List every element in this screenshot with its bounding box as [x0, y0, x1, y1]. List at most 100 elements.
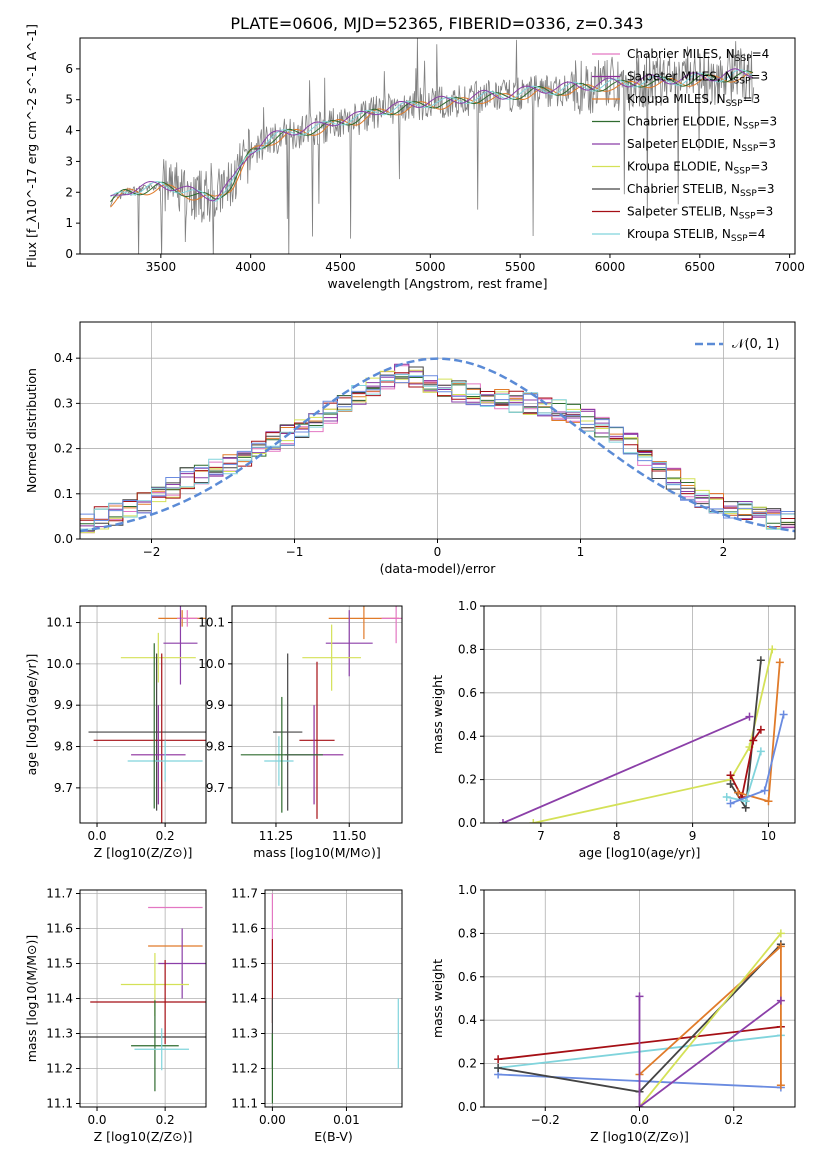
x-axis-label: Z [log10(Z/Z⊙)] — [590, 1129, 689, 1144]
weight-marker — [498, 819, 507, 823]
legend-label: Kroupa STELIB, NSSP=4 — [627, 227, 765, 244]
x-tick-label: 0.2 — [724, 1113, 743, 1127]
y-tick-label: 0.4 — [54, 351, 73, 365]
panel-massweight_vs_Z: −0.2 0.0 0.2 0.0 0.2 0.4 0.6 0.8 1.0 Z [log10(Z/Z… — [430, 883, 796, 1144]
x-axis-label: Z [log10(Z/Z⊙)] — [94, 845, 193, 860]
y-tick-label: 4 — [65, 124, 73, 138]
x-tick-label: 11.25 — [259, 829, 293, 843]
y-tick-label: 0.0 — [54, 532, 73, 546]
x-tick-label: 0.0 — [630, 1113, 649, 1127]
y-tick-label: 11.3 — [46, 1027, 73, 1041]
y-tick-label: 9.8 — [54, 740, 73, 754]
weight-marker — [529, 819, 538, 823]
x-tick-label: 11.50 — [332, 829, 366, 843]
weight-marker — [635, 992, 644, 1001]
weight-marker — [764, 797, 773, 806]
axes-frame — [79, 889, 207, 1108]
weight-marker — [779, 710, 788, 719]
y-tick-label: 0.0 — [458, 1100, 477, 1114]
x-tick-label: 0.2 — [156, 829, 175, 843]
x-axis-label: age [log10(age/yr)] — [579, 845, 701, 860]
model-spectrum — [110, 68, 754, 202]
plot-area — [80, 906, 206, 1092]
y-tick-label: 11.1 — [231, 1097, 258, 1111]
y-tick-label: 0.4 — [458, 1013, 477, 1027]
x-tick-label: 0.0 — [87, 1113, 106, 1127]
observed-spectrum — [110, 38, 755, 254]
panel-age_vs_Z: 0.0 0.2 9.7 9.8 9.9 10.0 10.1 Z [log10(Z/Z⊙)] ag… — [24, 605, 207, 860]
y-tick-label: 10.1 — [198, 616, 225, 630]
weight-marker — [756, 656, 765, 665]
x-tick-label: 6500 — [685, 260, 716, 274]
y-tick-label: 9.8 — [206, 740, 225, 754]
weight-marker — [776, 929, 785, 938]
weight-marker — [760, 786, 769, 795]
y-tick-label: 6 — [65, 62, 73, 76]
y-tick-label: 0.2 — [54, 442, 73, 456]
y-axis-label: mass [log10(M/M⊙)] — [24, 935, 39, 1063]
y-tick-label: 0.6 — [458, 686, 477, 700]
panel-massweight_vs_age: 7 8 9 10 0.0 0.2 0.4 0.6 0.8 1.0 age [log10(age/yr… — [430, 599, 796, 860]
axes-frame — [79, 605, 207, 824]
plot-area — [80, 357, 795, 534]
y-axis-label: mass weight — [430, 675, 445, 754]
model-spectrum — [110, 69, 754, 202]
x-axis-label: (data-model)/error — [380, 561, 497, 576]
y-tick-label: 11.4 — [231, 992, 258, 1006]
y-tick-label: 11.7 — [231, 887, 258, 901]
weight-marker — [635, 1103, 644, 1107]
weight-marker — [768, 645, 777, 654]
weight-marker — [776, 996, 785, 1005]
x-tick-label: 2 — [720, 545, 728, 559]
gaussian-curve — [80, 357, 795, 533]
plot-area — [110, 38, 755, 254]
y-tick-label: 9.7 — [54, 781, 73, 795]
x-tick-label: 5000 — [415, 260, 446, 274]
plot-area — [88, 606, 206, 823]
y-tick-label: 1 — [65, 216, 73, 230]
weight-marker — [722, 792, 731, 801]
y-tick-label: 11.2 — [231, 1062, 258, 1076]
plot-area — [240, 606, 402, 819]
weight-marker — [494, 1063, 503, 1072]
weight-line — [638, 932, 782, 1107]
y-tick-label: 5 — [65, 93, 73, 107]
y-axis-label: Normed distribution — [24, 368, 39, 493]
model-spectrum — [110, 70, 754, 203]
x-tick-label: 10 — [761, 829, 776, 843]
weight-marker — [776, 1081, 785, 1090]
legend-label: 𝒩(0, 1) — [732, 337, 779, 352]
x-tick-label: 4000 — [235, 260, 266, 274]
y-tick-label: 0.1 — [54, 487, 73, 501]
x-axis-label: Z [log10(Z/Z⊙)] — [94, 1129, 193, 1144]
y-tick-label: 0.8 — [458, 926, 477, 940]
legend-label: Salpeter MILES, NSSP=3 — [627, 70, 768, 87]
y-tick-label: 11.4 — [46, 992, 73, 1006]
plot-area — [271, 893, 399, 1104]
y-tick-label: 11.2 — [46, 1062, 73, 1076]
y-tick-label: 9.9 — [206, 698, 225, 712]
plot-area — [494, 929, 785, 1107]
weight-marker — [726, 779, 735, 788]
x-tick-label: −0.2 — [531, 1113, 560, 1127]
x-tick-label: 6000 — [595, 260, 626, 274]
y-tick-label: 0.6 — [458, 970, 477, 984]
legend-label: Salpeter STELIB, NSSP=3 — [627, 205, 773, 222]
x-axis-label: wavelength [Angstrom, rest frame] — [327, 276, 547, 291]
residual-histogram — [80, 375, 795, 521]
x-tick-label: −1 — [286, 545, 304, 559]
y-tick-label: 9.9 — [54, 698, 73, 712]
axes-frame — [483, 605, 796, 824]
y-tick-label: 11.7 — [46, 887, 73, 901]
legend-label: Salpeter ELODIE, NSSP=3 — [627, 137, 776, 154]
x-tick-label: 0.01 — [333, 1113, 360, 1127]
weight-marker — [726, 771, 735, 780]
axes-frame — [79, 321, 796, 540]
x-tick-label: 8 — [613, 829, 621, 843]
x-tick-label: 1 — [577, 545, 585, 559]
weight-marker — [775, 658, 784, 667]
y-tick-label: 0.8 — [458, 642, 477, 656]
y-tick-label: 0.0 — [458, 816, 477, 830]
y-tick-label: 1.0 — [458, 883, 477, 897]
